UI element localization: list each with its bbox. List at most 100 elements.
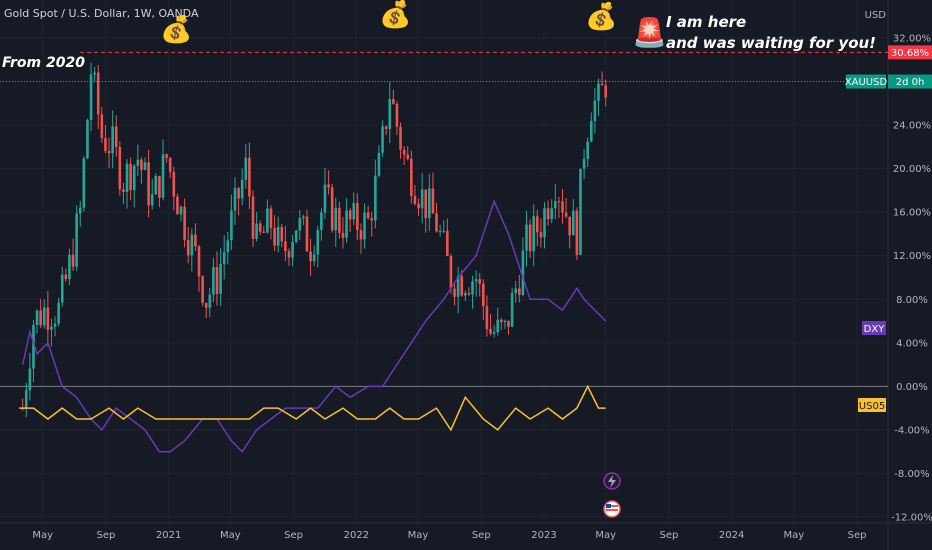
candle-body (330, 187, 334, 231)
candle-body (24, 390, 28, 409)
candle-body (273, 227, 276, 246)
candle-body (122, 189, 125, 192)
candle-body (392, 99, 395, 104)
candle-body (550, 208, 553, 220)
candle-body (564, 212, 568, 217)
candle-body (262, 231, 266, 233)
xauusd-candles (21, 62, 607, 418)
candle-body (320, 212, 323, 230)
candle-body (460, 276, 464, 296)
candle-body (424, 189, 428, 218)
us05-label: US05 (859, 401, 885, 412)
candle-body (158, 176, 161, 198)
price-axis[interactable]: 32.00%28.00%24.00%20.00%16.00%12.00%8.00… (891, 34, 932, 524)
x-tick-label: Sep (97, 530, 116, 541)
candle-body (129, 163, 132, 191)
x-tick-label: May (32, 530, 53, 541)
candle-body (230, 210, 233, 241)
siren-icon: 🚨 (632, 16, 667, 49)
candle-body (428, 188, 431, 218)
candle-body (233, 188, 237, 211)
candle-body (546, 208, 550, 220)
x-tick-label: 2024 (719, 530, 744, 541)
candle-body (82, 158, 86, 208)
candle-body (280, 227, 284, 242)
y-tick-label: 0.00% (896, 382, 928, 393)
candle-body (208, 294, 212, 308)
candle-body (186, 240, 190, 256)
candle-body (464, 293, 467, 296)
candle-body (356, 202, 359, 231)
candle-body (312, 254, 316, 262)
message-line-1: I am here (666, 13, 746, 31)
candle-body (316, 229, 320, 255)
y-tick-label: 24.00% (893, 121, 931, 132)
candle-body (68, 254, 71, 280)
candle-body (111, 126, 114, 154)
y-tick-label: 20.00% (893, 164, 931, 175)
candle-body (197, 246, 201, 277)
candle-body (471, 281, 474, 295)
candle-body (406, 154, 410, 159)
candle-body (500, 319, 503, 322)
candle-body (485, 306, 489, 329)
high-level-value: 30.68% (891, 48, 929, 59)
candle-body (96, 72, 100, 115)
x-tick-label: May (595, 530, 616, 541)
candle-body (561, 201, 564, 213)
candle-body (374, 175, 377, 221)
candle-body (240, 179, 244, 199)
candle-body (586, 141, 589, 159)
candle-body (525, 224, 528, 251)
flag-icon[interactable] (603, 500, 621, 518)
candle-body (399, 126, 402, 150)
candle-body (482, 283, 485, 307)
candle-body (593, 100, 597, 122)
candle-body (75, 213, 78, 267)
candle-body (294, 230, 298, 243)
candle-body (100, 114, 104, 139)
candle-body (305, 216, 309, 252)
candle-body (57, 302, 60, 324)
candle-body (589, 121, 593, 142)
y-tick-label: 8.00% (896, 295, 928, 306)
candle-body (42, 307, 46, 326)
candle-body (212, 267, 215, 295)
candle-body (204, 302, 208, 308)
candle-body (449, 255, 453, 289)
candle-body (107, 151, 111, 154)
axis-unit: USD (865, 10, 887, 21)
x-tick-label: Sep (472, 530, 491, 541)
candle-body (352, 202, 356, 220)
candle-body (536, 216, 539, 233)
x-tick-label: Sep (659, 530, 678, 541)
candle-body (28, 368, 32, 391)
candle-body (125, 163, 129, 192)
candle-body (539, 232, 543, 238)
candle-body (176, 196, 179, 215)
candle-body (251, 196, 255, 239)
lightning-icon[interactable] (603, 472, 621, 490)
time-axis[interactable]: May Sep 2021 May Sep 2022 May Sep 2023 May Sep 2024… (32, 530, 866, 541)
candle-body (507, 320, 510, 327)
y-tick-label: 4.00% (896, 338, 928, 349)
candle-body (89, 74, 93, 120)
candle-body (86, 119, 89, 159)
x-tick-label: Sep (284, 530, 303, 541)
candle-body (190, 234, 194, 256)
y-tick-label: 32.00% (893, 34, 931, 45)
candle-body (402, 149, 406, 155)
high-level-tag: 30.68% (888, 45, 932, 60)
candle-body (50, 326, 53, 330)
candle-body (532, 216, 536, 252)
candle-body (287, 251, 291, 258)
candle-body (93, 72, 96, 75)
candle-body (417, 203, 420, 209)
candle-body (302, 216, 305, 218)
candle-body (604, 85, 607, 98)
candle-body (420, 189, 424, 209)
candle-body (496, 319, 500, 333)
candle-body (284, 241, 287, 252)
candle-body (53, 323, 57, 327)
